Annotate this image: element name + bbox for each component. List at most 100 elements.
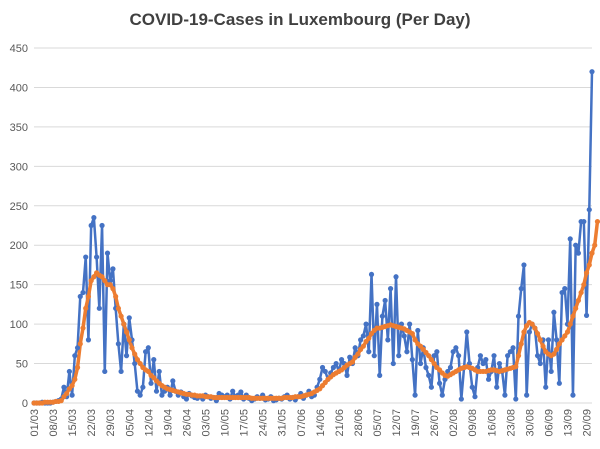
data-point-average xyxy=(532,325,538,331)
data-point-daily-cases xyxy=(132,360,138,367)
series-points xyxy=(31,69,600,406)
data-point-daily-cases xyxy=(317,376,323,382)
data-point-daily-cases xyxy=(396,353,402,359)
y-tick-label: 50 xyxy=(16,359,28,371)
x-tick-label: 07/06 xyxy=(296,409,308,437)
x-tick-label: 20/09 xyxy=(582,409,594,437)
data-point-daily-cases xyxy=(104,250,111,256)
data-point-average xyxy=(537,337,543,343)
data-point-daily-cases xyxy=(453,345,459,351)
data-point-average xyxy=(121,321,127,327)
data-point-daily-cases xyxy=(69,392,75,398)
x-tick-label: 22/03 xyxy=(86,409,98,437)
x-tick-label: 28/06 xyxy=(353,409,365,437)
data-point-daily-cases xyxy=(360,333,366,339)
data-point-daily-cases xyxy=(567,236,573,242)
data-point-daily-cases xyxy=(385,337,391,343)
data-point-average xyxy=(129,345,135,351)
data-point-daily-cases xyxy=(559,289,565,296)
chart-title: COVID-19-Cases in Luxembourg (Per Day) xyxy=(129,10,471,29)
data-point-daily-cases xyxy=(412,392,418,398)
data-point-daily-cases xyxy=(551,309,557,315)
data-point-daily-cases xyxy=(570,392,576,398)
data-point-daily-cases xyxy=(431,353,437,359)
x-tick-label: 12/07 xyxy=(391,409,403,437)
data-point-average xyxy=(110,286,116,292)
x-tick-label: 17/05 xyxy=(239,409,251,437)
data-point-daily-cases xyxy=(102,368,108,375)
data-point-daily-cases xyxy=(575,250,581,256)
data-point-average xyxy=(72,376,78,382)
data-point-average xyxy=(349,359,356,365)
data-point-average xyxy=(145,368,151,375)
y-tick-label: 150 xyxy=(10,280,28,292)
y-tick-label: 450 xyxy=(10,43,28,55)
data-point-daily-cases xyxy=(134,388,141,394)
data-point-daily-cases xyxy=(423,364,429,371)
data-point-daily-cases xyxy=(96,305,102,311)
data-point-average xyxy=(91,274,97,280)
data-point-daily-cases xyxy=(485,376,492,382)
data-point-average xyxy=(583,270,590,276)
data-point-average xyxy=(540,343,546,349)
data-point-average xyxy=(589,250,595,256)
data-point-daily-cases xyxy=(543,384,549,390)
x-tick-label: 12/04 xyxy=(143,409,155,437)
data-point-daily-cases xyxy=(524,392,530,398)
data-point-average xyxy=(581,282,587,288)
data-point-daily-cases xyxy=(137,392,143,398)
x-tick-label: 23/08 xyxy=(505,409,517,437)
x-tick-label: 30/08 xyxy=(524,409,536,437)
data-point-daily-cases xyxy=(115,341,121,347)
data-point-daily-cases xyxy=(439,392,445,398)
data-point-daily-cases xyxy=(366,349,372,355)
gridlines xyxy=(34,47,592,404)
data-point-average xyxy=(554,346,560,352)
data-point-daily-cases xyxy=(126,315,132,321)
data-point-average xyxy=(570,313,576,319)
data-point-daily-cases xyxy=(556,380,562,386)
data-point-daily-cases xyxy=(347,354,353,360)
x-tick-label: 15/03 xyxy=(67,409,79,437)
x-tick-label: 29/03 xyxy=(105,409,117,437)
series-lines xyxy=(34,71,600,405)
data-point-daily-cases xyxy=(456,353,462,359)
data-point-average xyxy=(355,351,361,357)
data-point-daily-cases xyxy=(464,329,470,335)
data-point-daily-cases xyxy=(72,353,78,359)
data-point-daily-cases xyxy=(319,364,326,371)
data-point-average xyxy=(137,360,143,367)
data-point-average xyxy=(515,353,522,359)
data-point-average xyxy=(567,321,573,327)
data-point-average xyxy=(118,313,124,319)
data-point-daily-cases xyxy=(322,368,328,375)
data-point-daily-cases xyxy=(379,313,386,319)
x-tick-label: 26/04 xyxy=(181,409,193,437)
data-point-daily-cases xyxy=(156,368,162,375)
data-point-daily-cases xyxy=(230,388,236,394)
data-point-average xyxy=(534,330,541,337)
data-point-average xyxy=(575,297,581,304)
x-tick-label: 31/05 xyxy=(277,409,289,437)
data-point-daily-cases xyxy=(85,337,92,343)
x-tick-label: 09/08 xyxy=(467,409,479,437)
data-point-daily-cases xyxy=(368,271,375,278)
data-point-daily-cases xyxy=(526,329,533,335)
data-point-average xyxy=(428,357,434,363)
data-point-average xyxy=(102,278,108,284)
x-axis-tick-labels: 01/03 08/03 15/03 22/03 29/03 05/04 12/04 19/04… xyxy=(29,409,594,437)
y-tick-label: 200 xyxy=(10,240,28,252)
y-axis-tick-labels: 0 50 100 150 200 250 300 350 400 450 xyxy=(10,43,28,410)
data-point-average xyxy=(426,353,432,359)
data-point-daily-cases xyxy=(167,392,173,398)
data-point-average xyxy=(564,329,571,335)
data-point-daily-cases xyxy=(401,333,407,339)
x-tick-label: 24/05 xyxy=(258,409,270,437)
data-point-average xyxy=(578,289,584,296)
data-point-daily-cases xyxy=(491,353,497,359)
data-point-average xyxy=(409,330,415,337)
data-point-daily-cases xyxy=(159,392,165,398)
data-point-daily-cases xyxy=(330,364,337,371)
